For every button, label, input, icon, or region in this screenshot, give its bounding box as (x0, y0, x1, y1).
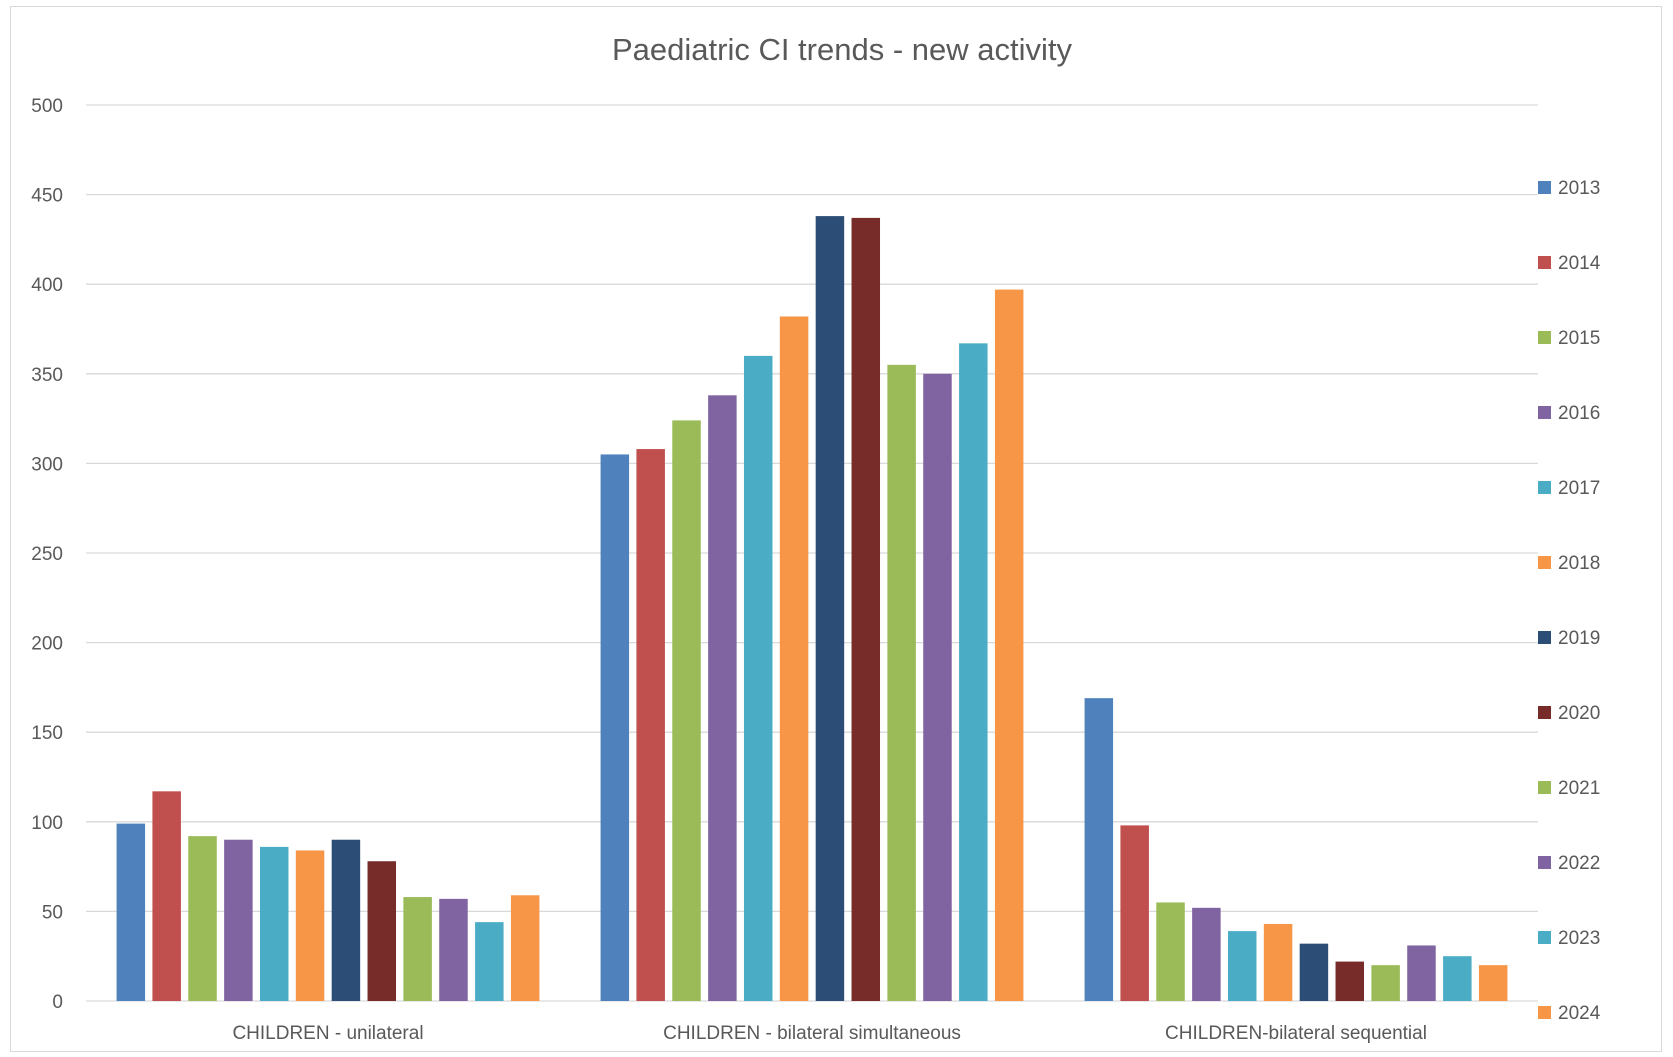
bar-2024 (510, 895, 540, 1001)
x-category-label: CHILDREN-bilateral sequential (1165, 1023, 1427, 1044)
bar-2017 (259, 846, 289, 1001)
bar-2023 (475, 922, 504, 1001)
bar-2017 (1227, 931, 1257, 1001)
bar-2021 (1371, 965, 1400, 1001)
bar-2018 (779, 316, 809, 1001)
legend-swatch (1538, 331, 1551, 344)
bar-2017 (743, 355, 773, 1001)
bar-2016 (708, 395, 737, 1002)
legend-swatch (1538, 556, 1551, 569)
y-tick-label: 500 (31, 96, 63, 117)
bar-2024 (1478, 965, 1508, 1001)
bar-2016 (224, 839, 253, 1001)
bar-2020 (367, 861, 397, 1001)
legend-label: 2015 (1558, 328, 1600, 349)
legend-item: 2018 (1538, 553, 1600, 574)
legend-item: 2014 (1538, 253, 1601, 274)
legend-swatch (1538, 931, 1551, 944)
bar-2015 (188, 836, 217, 1001)
legend-swatch (1538, 856, 1551, 869)
y-tick-label: 450 (31, 186, 63, 207)
legend-label: 2018 (1558, 553, 1600, 574)
bar-2015 (1156, 902, 1185, 1001)
y-tick-label: 50 (42, 902, 63, 923)
legend-swatch (1538, 1006, 1551, 1019)
legend-label: 2021 (1558, 778, 1600, 799)
legend-item: 2019 (1538, 628, 1600, 649)
legend-item: 2024 (1538, 1003, 1601, 1024)
bar-2013 (1084, 698, 1114, 1001)
legend-swatch (1538, 256, 1551, 269)
gridlines (86, 104, 1538, 1002)
y-tick-label: 150 (31, 723, 63, 744)
bar-2013 (600, 454, 630, 1001)
bar-2024 (994, 289, 1024, 1001)
legend-item: 2013 (1538, 178, 1600, 199)
bar-2023 (1443, 956, 1472, 1001)
bar-2014 (152, 791, 181, 1001)
legend-label: 2023 (1558, 928, 1600, 949)
bar-2016 (1192, 907, 1221, 1001)
legend-item: 2023 (1538, 928, 1600, 949)
legend-item: 2020 (1538, 703, 1600, 724)
legend-label: 2013 (1558, 178, 1600, 199)
legend-label: 2017 (1558, 478, 1600, 499)
legend-label: 2016 (1558, 403, 1600, 424)
bar-2019 (1299, 943, 1329, 1001)
bar-2019 (815, 216, 845, 1001)
bar-2022 (1407, 945, 1436, 1001)
bar-2021 (403, 897, 432, 1001)
bar-2013 (116, 823, 146, 1001)
bar-2018 (295, 850, 325, 1001)
legend-label: 2019 (1558, 628, 1600, 649)
y-axis-ticks: 0 50 100 150 200 250 300 350 400 450 500 (31, 96, 63, 1013)
bar-2014 (636, 449, 665, 1002)
bar-2020 (851, 217, 881, 1001)
y-tick-label: 200 (31, 634, 63, 655)
legend-item: 2016 (1538, 403, 1600, 424)
y-tick-label: 350 (31, 365, 63, 386)
legend: 2013 2014 2015 2016 2017 2018 2019 2020 2021 2022… (1538, 178, 1601, 1024)
legend-swatch (1538, 181, 1551, 194)
legend-label: 2022 (1558, 853, 1600, 874)
legend-label: 2024 (1558, 1003, 1601, 1024)
y-tick-label: 0 (52, 992, 63, 1013)
legend-swatch (1538, 406, 1551, 419)
bar-2018 (1263, 923, 1293, 1001)
bar-2022 (439, 898, 468, 1001)
bar-2019 (331, 839, 361, 1001)
bar-2015 (672, 420, 701, 1002)
legend-swatch (1538, 706, 1551, 719)
legend-item: 2022 (1538, 853, 1600, 874)
legend-label: 2020 (1558, 703, 1600, 724)
bars (116, 216, 1508, 1002)
chart-title: Paediatric CI trends - new activity (612, 32, 1073, 67)
bar-2022 (923, 373, 952, 1001)
bar-2020 (1335, 961, 1365, 1001)
y-tick-label: 400 (31, 275, 63, 296)
legend-swatch (1538, 481, 1551, 494)
bar-2014 (1120, 825, 1149, 1001)
legend-label: 2014 (1558, 253, 1601, 274)
x-axis-categories: CHILDREN - unilateral CHILDREN - bilatera… (232, 1023, 1427, 1044)
legend-swatch (1538, 781, 1551, 794)
bar-2023 (959, 343, 988, 1001)
bar-2021 (887, 364, 916, 1002)
legend-item: 2015 (1538, 328, 1600, 349)
x-category-label: CHILDREN - bilateral simultaneous (663, 1023, 961, 1044)
legend-swatch (1538, 631, 1551, 644)
y-tick-label: 300 (31, 454, 63, 475)
legend-item: 2017 (1538, 478, 1600, 499)
y-tick-label: 250 (31, 544, 63, 565)
x-category-label: CHILDREN - unilateral (232, 1023, 423, 1044)
legend-item: 2021 (1538, 778, 1600, 799)
y-tick-label: 100 (31, 813, 63, 834)
